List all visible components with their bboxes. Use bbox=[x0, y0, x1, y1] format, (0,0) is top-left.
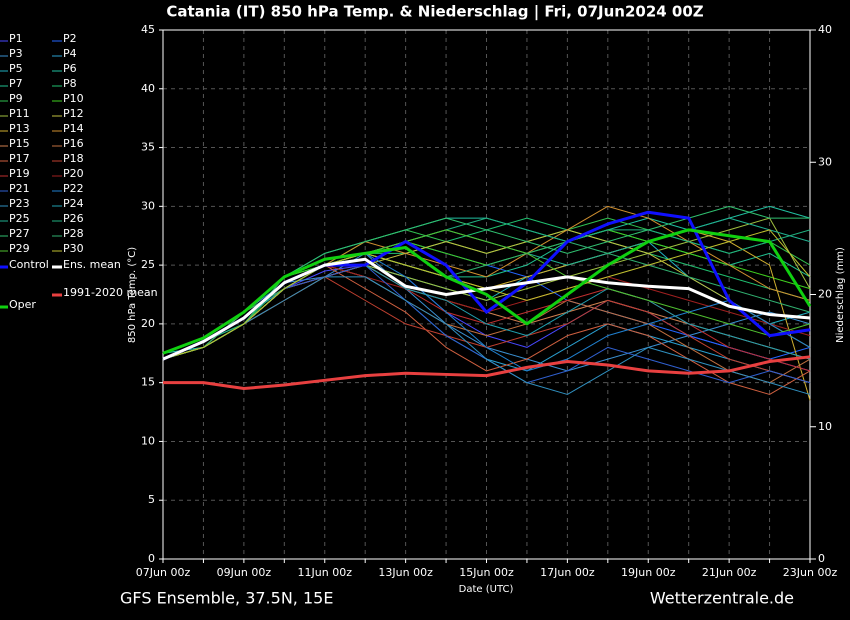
legend-label: P12 bbox=[63, 107, 84, 120]
legend-label: P26 bbox=[63, 212, 84, 225]
legend-label: P19 bbox=[9, 167, 30, 180]
legend-label: P30 bbox=[63, 242, 84, 255]
footer-site: Wetterzentrale.de bbox=[650, 589, 794, 608]
y-tick-label: 45 bbox=[141, 23, 155, 36]
x-tick-label: 23Jun 00z bbox=[783, 566, 838, 579]
series-line bbox=[162, 257, 811, 361]
y-tick-label: 40 bbox=[141, 82, 155, 95]
legend-label: P20 bbox=[63, 167, 84, 180]
footer-source: GFS Ensemble, 37.5N, 15E bbox=[120, 589, 333, 608]
x-axis-label: Date (UTC) bbox=[459, 584, 514, 595]
x-tick-label: 13Jun 00z bbox=[378, 566, 433, 579]
y-tick-label: 5 bbox=[148, 493, 155, 506]
legend-label: Oper bbox=[9, 298, 36, 311]
y-tick-label: 0 bbox=[148, 552, 155, 565]
plot-frame bbox=[162, 29, 811, 560]
y2-tick-label: 10 bbox=[818, 420, 832, 433]
legend-label: P24 bbox=[63, 197, 84, 210]
legend-label: P21 bbox=[9, 182, 30, 195]
legend-label: P28 bbox=[63, 227, 84, 240]
y2-tick-label: 20 bbox=[818, 288, 832, 301]
legend-label: P1 bbox=[9, 32, 23, 45]
legend-label: P27 bbox=[9, 227, 30, 240]
x-tick-label: 17Jun 00z bbox=[540, 566, 595, 579]
legend-label: Control bbox=[9, 258, 49, 271]
legend-label: P2 bbox=[63, 32, 77, 45]
legend-label: P8 bbox=[63, 77, 77, 90]
x-tick-label: 11Jun 00z bbox=[298, 566, 353, 579]
y2-axis-label: Niederschlag (mm) bbox=[835, 247, 846, 343]
legend-label: P5 bbox=[9, 62, 23, 75]
y-tick-label: 25 bbox=[141, 258, 155, 271]
legend-label: 1991-2020 mean bbox=[63, 286, 158, 299]
legend-label: P16 bbox=[63, 137, 84, 150]
y-tick-label: 30 bbox=[141, 199, 155, 212]
legend-label: P25 bbox=[9, 212, 30, 225]
legend-label: P15 bbox=[9, 137, 30, 150]
series-line bbox=[162, 228, 812, 355]
y2-tick-label: 0 bbox=[818, 552, 825, 565]
x-tick-label: 09Jun 00z bbox=[217, 566, 272, 579]
y-tick-label: 15 bbox=[141, 376, 155, 389]
x-tick-label: 21Jun 00z bbox=[702, 566, 757, 579]
legend-label: P10 bbox=[63, 92, 84, 105]
legend-label: P14 bbox=[63, 122, 84, 135]
legend-label: Ens. mean bbox=[63, 258, 121, 271]
legend-label: P13 bbox=[9, 122, 30, 135]
legend-label: P29 bbox=[9, 242, 30, 255]
y-axis-label: 850 hPa Temp. (°C) bbox=[127, 247, 138, 343]
y2-tick-label: 40 bbox=[818, 23, 832, 36]
y-tick-label: 35 bbox=[141, 141, 155, 154]
series-line bbox=[163, 355, 811, 391]
legend-label: P3 bbox=[9, 47, 23, 60]
legend-label: P17 bbox=[9, 152, 30, 165]
legend-label: P11 bbox=[9, 107, 30, 120]
legend-label: P18 bbox=[63, 152, 84, 165]
legend-label: P7 bbox=[9, 77, 23, 90]
legend-label: P9 bbox=[9, 92, 23, 105]
legend-label: P23 bbox=[9, 197, 30, 210]
y-tick-label: 20 bbox=[141, 317, 155, 330]
y2-tick-label: 30 bbox=[818, 155, 832, 168]
legend-label: P22 bbox=[63, 182, 84, 195]
x-tick-label: 07Jun 00z bbox=[136, 566, 191, 579]
legend-label: P4 bbox=[63, 47, 77, 60]
legend-label: P6 bbox=[63, 62, 77, 75]
x-tick-label: 15Jun 00z bbox=[459, 566, 514, 579]
series-line bbox=[162, 276, 811, 395]
y-tick-label: 10 bbox=[141, 434, 155, 447]
x-tick-label: 19Jun 00z bbox=[621, 566, 676, 579]
chart-title: Catania (IT) 850 hPa Temp. & Niederschla… bbox=[166, 3, 703, 22]
